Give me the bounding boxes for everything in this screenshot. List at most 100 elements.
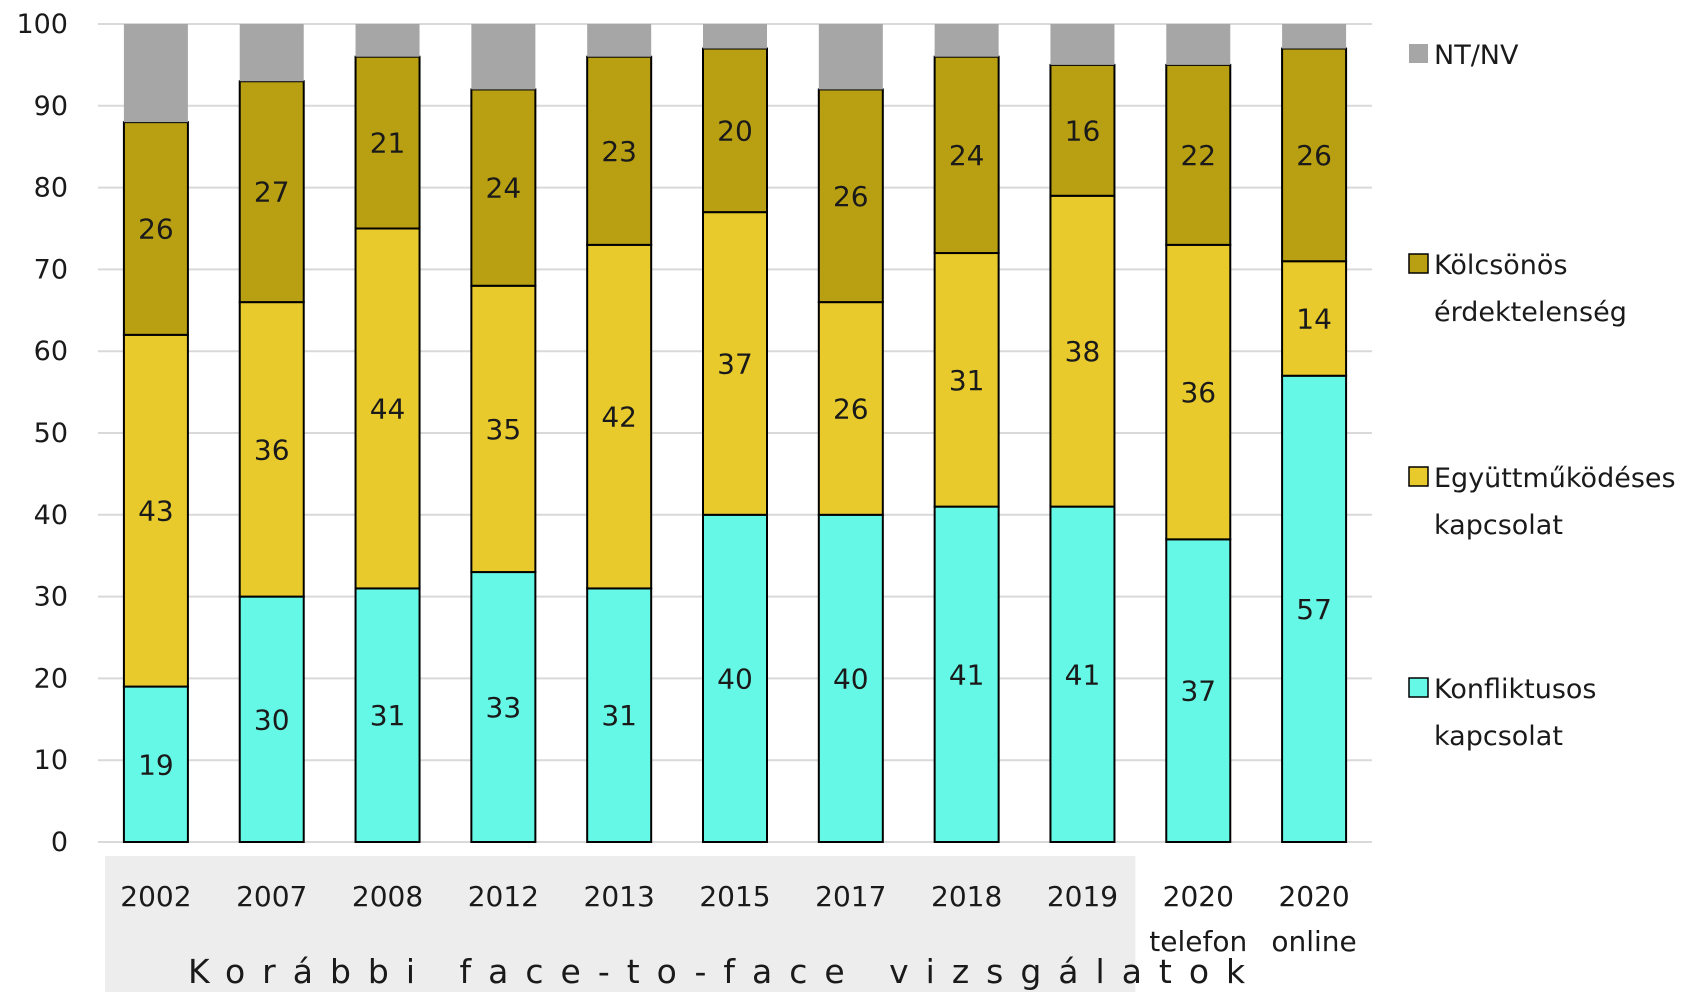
data-label: 33 (486, 691, 522, 724)
bar-segment (238, 80, 305, 304)
bar-segment (122, 685, 189, 844)
y-tick-label: 30 (34, 582, 68, 613)
data-label: 31 (370, 699, 406, 732)
bar-segment (586, 55, 653, 246)
data-label: 26 (833, 392, 869, 425)
data-label: 40 (833, 662, 869, 695)
bar-segment (818, 24, 883, 90)
legend-swatch (1408, 253, 1429, 274)
data-label: 36 (254, 433, 290, 466)
data-label: 22 (1180, 139, 1216, 172)
bar-segment (933, 252, 1000, 508)
y-tick-label: 0 (51, 827, 68, 858)
data-label: 40 (717, 662, 753, 695)
data-label: 42 (601, 401, 637, 434)
bar-segment (817, 301, 884, 516)
data-label: 14 (1296, 302, 1332, 335)
bar-segment (470, 88, 537, 287)
legend-swatch (1408, 466, 1429, 487)
x-tick-label: 2012 (468, 880, 539, 913)
bar-segment (122, 121, 189, 336)
y-tick-label: 50 (34, 418, 68, 449)
bar-segment (817, 513, 884, 843)
bar-segment (354, 55, 421, 230)
bar-segment (239, 24, 304, 82)
bar-segment (354, 227, 421, 590)
bar-segment (1049, 194, 1116, 508)
x-tick-label: 2020 online (1271, 880, 1356, 958)
legend-swatch (1408, 677, 1429, 698)
bar-segment (355, 24, 420, 57)
legend-label: Együttműködéses kapcsolat (1434, 463, 1676, 541)
x-tick-label: 2019 (1047, 880, 1118, 913)
y-tick-label: 90 (34, 91, 68, 122)
data-label: 44 (370, 392, 406, 425)
x-tick-label: 2007 (236, 880, 307, 913)
y-tick-label: 40 (34, 500, 68, 531)
data-label: 31 (601, 699, 637, 732)
data-label: 24 (486, 172, 522, 205)
bar-segment (1166, 24, 1231, 65)
x-tick-label: 2002 (120, 880, 191, 913)
data-label: 26 (1296, 139, 1332, 172)
data-label: 24 (949, 139, 985, 172)
data-label: 21 (370, 127, 406, 160)
legend-label: NT/NV (1434, 40, 1519, 71)
data-label: 16 (1065, 114, 1101, 147)
bar-segment (238, 301, 305, 598)
data-label: 43 (138, 495, 174, 528)
data-label: 26 (833, 180, 869, 213)
bar-segment (1049, 505, 1116, 843)
category-group-background (105, 856, 1136, 992)
bar-segment (470, 571, 537, 843)
data-label: 30 (254, 703, 290, 736)
data-label: 27 (254, 176, 290, 209)
legend-swatch (1409, 44, 1428, 63)
y-tick-label: 10 (34, 745, 68, 776)
bar-segment (238, 595, 305, 843)
legend-label: Kölcsönös érdektelenség (1434, 250, 1627, 328)
legend-label: Konfliktusos kapcsolat (1434, 674, 1597, 752)
bar-segment (933, 505, 1000, 843)
category-group-label: Korábbi face-to-face vizsgálatok (188, 952, 1262, 991)
data-label: 19 (138, 748, 174, 781)
data-label: 37 (1180, 675, 1216, 708)
bar-segment (471, 24, 536, 90)
bar-segment (1165, 63, 1232, 246)
data-label: 57 (1296, 593, 1332, 626)
bar-segment (702, 47, 768, 214)
data-label: 41 (1065, 658, 1101, 691)
data-label: 41 (949, 658, 985, 691)
x-tick-label: 2017 (815, 880, 886, 913)
x-tick-label: 2018 (931, 880, 1002, 913)
bar-segment (703, 24, 767, 49)
y-tick-label: 80 (34, 173, 68, 204)
data-label: 36 (1180, 376, 1216, 409)
bar-segment (470, 284, 537, 574)
bar-segment (1281, 374, 1348, 843)
bar-segment (702, 513, 768, 843)
data-label: 38 (1065, 335, 1101, 368)
bar-segment (122, 333, 189, 688)
bar-segment (1282, 24, 1347, 49)
bar-segment (817, 88, 884, 304)
data-label: 23 (601, 135, 637, 168)
bar-segment (586, 587, 653, 843)
data-label: 37 (717, 347, 753, 380)
data-label: 35 (486, 413, 522, 446)
data-label: 26 (138, 213, 174, 246)
bar-segment (1050, 24, 1115, 65)
y-tick-label: 100 (16, 9, 68, 40)
x-tick-label: 2013 (584, 880, 655, 913)
bar-segment (586, 243, 653, 590)
y-tick-label: 20 (34, 663, 68, 694)
bar-segment (1165, 538, 1232, 844)
bar-segment (702, 211, 768, 516)
x-tick-label: 2008 (352, 880, 423, 913)
data-label: 20 (717, 114, 753, 147)
data-label: 31 (949, 364, 985, 397)
x-tick-label: 2015 (699, 880, 770, 913)
y-tick-label: 60 (34, 336, 68, 367)
y-tick-label: 70 (34, 254, 68, 285)
